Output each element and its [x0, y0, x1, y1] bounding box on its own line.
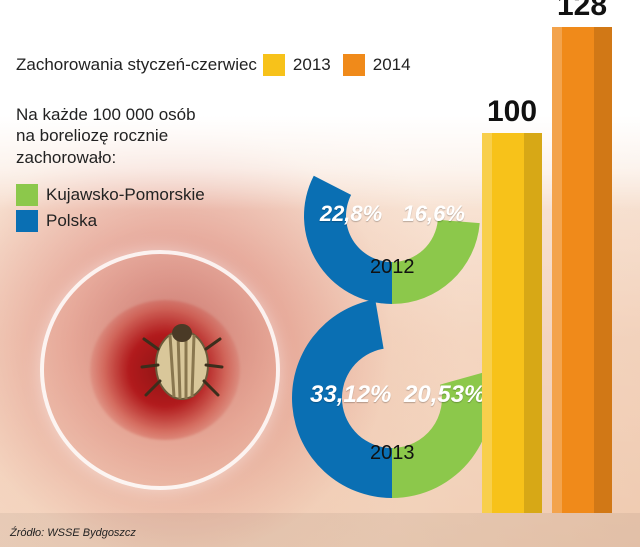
donut-pct-kp: 20,53% [404, 381, 485, 409]
donut-pct-polska: 22,8% [320, 201, 382, 227]
bar-shade [594, 27, 612, 513]
legend-row-pl: Polska [16, 210, 205, 232]
bar-shade [524, 133, 542, 513]
tick-icon [140, 315, 225, 407]
header-row: Zachorowania styczeń-czerwiec 2013 2014 [16, 54, 417, 76]
legend-kp-label: Kujawsko-Pomorskie [46, 185, 205, 205]
swatch-2013 [263, 54, 285, 76]
header-year-2014: 2014 [373, 55, 411, 75]
bar-chart: 100 128 [482, 13, 622, 513]
donut-year: 2012 [370, 256, 415, 279]
swatch-kp [16, 184, 38, 206]
header-title: Zachorowania styczeń-czerwiec [16, 55, 257, 75]
infographic-canvas: Zachorowania styczeń-czerwiec 2013 2014 … [0, 0, 640, 547]
donut-pct-polska: 33,12% [310, 381, 391, 409]
subheader-line2: na boreliozę rocznie [16, 125, 196, 146]
donut-year: 2013 [370, 442, 415, 465]
source-text: Źródło: WSSE Bydgoszcz [10, 527, 136, 539]
swatch-pl [16, 210, 38, 232]
bar-2013 [482, 133, 542, 513]
bar-2014-value: 128 [552, 0, 612, 23]
subheader-line1: Na każde 100 000 osób [16, 104, 196, 125]
subheader-line3: zachorowało: [16, 147, 196, 168]
donut-pct-kp: 16,6% [403, 201, 465, 227]
bar-highlight [482, 133, 492, 513]
bar-highlight [552, 27, 562, 513]
region-legend: Kujawsko-Pomorskie Polska [16, 184, 205, 232]
legend-row-kp: Kujawsko-Pomorskie [16, 184, 205, 206]
bar-2013-value: 100 [482, 95, 542, 129]
legend-pl-label: Polska [46, 211, 97, 231]
swatch-2014 [343, 54, 365, 76]
subheader: Na każde 100 000 osób na boreliozę roczn… [16, 104, 196, 168]
bar-2014 [552, 27, 612, 513]
header-year-2013: 2013 [293, 55, 331, 75]
